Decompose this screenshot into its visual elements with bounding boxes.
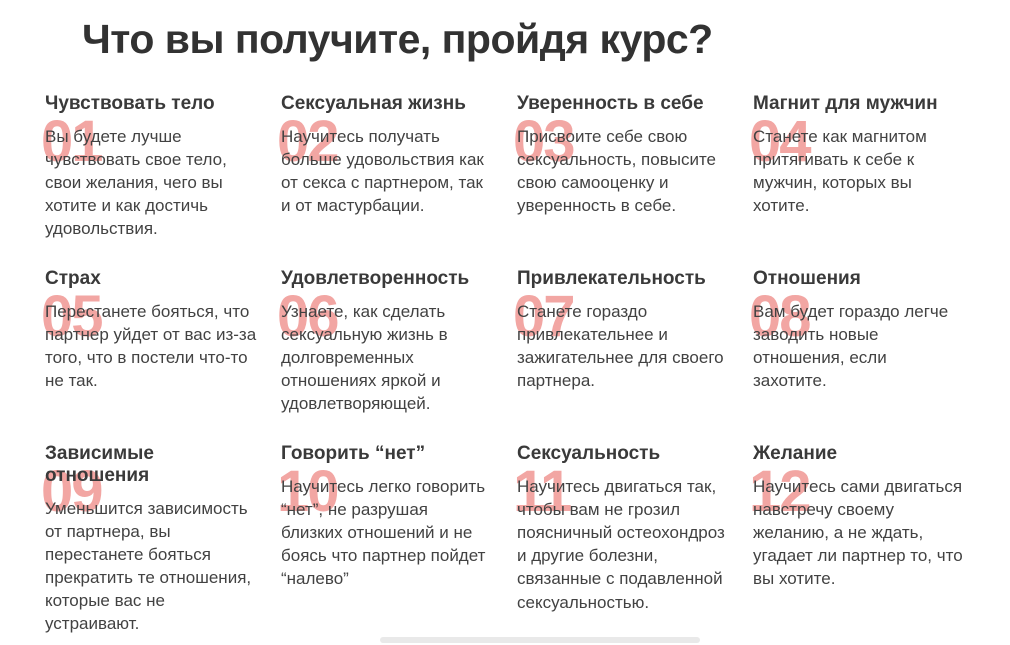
benefit-text: Вы будете лучше чувствовать свое тело, с…	[45, 126, 227, 239]
benefit-text: Научитесь получать больше удовольствия к…	[281, 126, 484, 216]
benefit-text: Вам будет гораздо легче заводить новые о…	[753, 301, 949, 391]
benefit-number: 05	[41, 284, 103, 350]
benefit-card: 05 Страх Перестанете бояться, что партне…	[41, 268, 257, 392]
benefit-heading: Желание	[753, 443, 838, 465]
benefit-card: 12 Желание Научитесь сами двигаться навс…	[749, 443, 965, 590]
benefit-heading: Страх	[45, 268, 101, 290]
benefit-card: 07 Привлекательность Станете гораздо при…	[513, 268, 729, 392]
benefit-text: Научитесь сами двигаться навстречу своем…	[753, 476, 963, 589]
benefit-card: 03 Уверенность в себе Присвоите себе сво…	[513, 93, 729, 217]
benefit-card: 01 Чувствовать тело Вы будете лучше чувс…	[41, 93, 257, 240]
benefit-card: 06 Удовлетворенность Узнаете, как сделат…	[277, 268, 493, 415]
benefit-heading: Привлекательность	[517, 268, 706, 290]
benefit-number: 10	[277, 459, 339, 525]
benefit-text: Перестанете бояться, что партнер уйдет о…	[45, 301, 257, 391]
benefit-number: 11	[513, 459, 572, 525]
benefits-grid: 01 Чувствовать тело Вы будете лучше чувс…	[41, 93, 965, 635]
benefit-card: 04 Магнит для мужчин Станете как магнито…	[749, 93, 965, 217]
benefit-text: Станете гораздо привлекательнее и зажига…	[517, 301, 724, 391]
benefit-card: 08 Отношения Вам будет гораздо легче зав…	[749, 268, 965, 392]
benefit-card: 10 Говорить “нет” Научитесь легко говори…	[277, 443, 493, 590]
benefit-heading: Магнит для мужчин	[753, 93, 938, 115]
benefit-number: 02	[277, 109, 339, 175]
benefit-text: Присвоите себе свою сексуальность, повыс…	[517, 126, 717, 216]
benefit-heading: Уверенность в себе	[517, 93, 704, 115]
benefit-heading: Отношения	[753, 268, 861, 290]
benefit-number: 08	[749, 284, 811, 350]
benefit-card: 02 Сексуальная жизнь Научитесь получать …	[277, 93, 493, 217]
benefit-heading: Чувствовать тело	[45, 93, 215, 115]
benefit-text: Станете как магнитом притягивать к себе …	[753, 126, 927, 216]
benefit-text: Научитесь двигаться так, чтобы вам не гр…	[517, 476, 725, 612]
divider-bar	[380, 637, 700, 643]
benefit-heading: Зависимые отношения	[45, 443, 154, 486]
benefit-card: 09 Зависимые отношения Уменьшится зависи…	[41, 443, 257, 635]
benefit-number: 04	[749, 109, 811, 175]
benefit-heading: Удовлетворенность	[281, 268, 470, 290]
benefit-number: 12	[749, 459, 811, 525]
benefit-text: Научитесь легко говорить “нет”, не разру…	[281, 476, 486, 589]
benefit-card: 11 Сексуальность Научитесь двигаться так…	[513, 443, 729, 614]
benefit-number: 09	[41, 459, 103, 525]
benefit-number: 01	[41, 109, 103, 175]
benefit-number: 07	[513, 284, 575, 350]
page-title: Что вы получите, пройдя курс?	[82, 16, 713, 62]
benefit-text: Уменьшится зависимость от партнера, вы п…	[45, 498, 252, 634]
benefit-number: 06	[277, 284, 339, 350]
benefit-heading: Говорить “нет”	[281, 443, 426, 465]
benefit-number: 03	[513, 109, 575, 175]
benefit-heading: Сексуальная жизнь	[281, 93, 466, 115]
benefit-heading: Сексуальность	[517, 443, 661, 465]
benefit-text: Узнаете, как сделать сексуальную жизнь в…	[281, 301, 448, 414]
